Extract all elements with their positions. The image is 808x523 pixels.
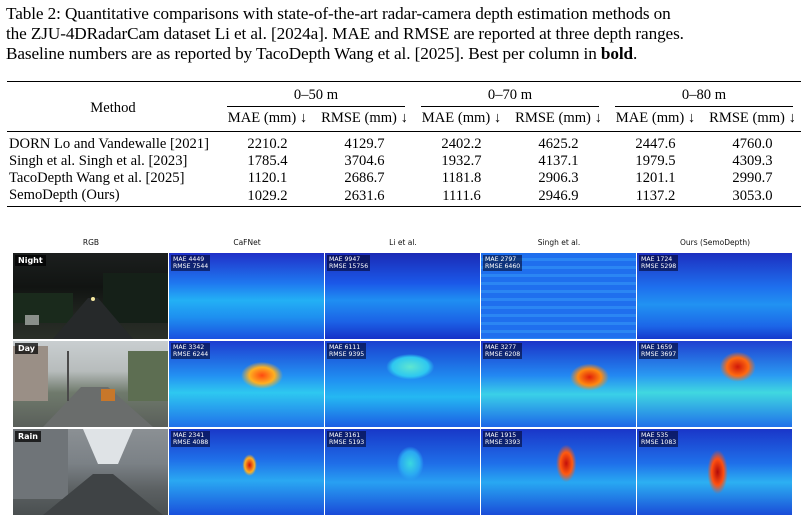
table-cell-best: 2631.6 bbox=[344, 188, 385, 204]
table-cell: 2402.2 bbox=[441, 136, 482, 152]
table-row: SemoDepth (Ours) 1029.2 2631.6 1111.6 29… bbox=[7, 187, 801, 207]
range-header-80: 0–80 m bbox=[607, 82, 801, 107]
condition-label: Night bbox=[15, 255, 46, 266]
caption-bold-word: bold bbox=[600, 44, 634, 63]
depth-map-cafnet-day: MAE 3342 RMSE 6244 bbox=[169, 341, 324, 427]
table-cell: 4137.1 bbox=[538, 153, 579, 169]
metric-box: MAE 3161 RMSE 5193 bbox=[327, 431, 367, 447]
table-caption: Table 2: Quantitative comparisons with s… bbox=[6, 4, 806, 64]
method-name: SemoDepth (Ours) bbox=[9, 187, 120, 203]
table-cell-best: 1111.6 bbox=[442, 188, 481, 204]
table-cell-best: 2906.3 bbox=[538, 170, 579, 186]
rgb-image-night: Night bbox=[13, 253, 168, 339]
table-cell: 1181.8 bbox=[441, 170, 482, 186]
table-cell: 4129.7 bbox=[344, 136, 385, 152]
table-row: DORN Lo and Vandewalle [2021] 2210.2 412… bbox=[7, 131, 801, 154]
column-header-rgb: RGB bbox=[82, 238, 100, 247]
table-cell: 1785.4 bbox=[247, 153, 288, 169]
condition-label: Rain bbox=[15, 431, 41, 442]
metric-header: RMSE (mm) ↓ bbox=[321, 110, 408, 126]
metric-header: MAE (mm) ↓ bbox=[615, 110, 696, 126]
table-cell: 2686.7 bbox=[344, 170, 385, 186]
depth-map-li-night: MAE 9947 RMSE 15756 bbox=[325, 253, 480, 339]
table-row: Singh et al. Singh et al. [2023] 1785.4 … bbox=[7, 153, 801, 170]
range-header-50: 0–50 m bbox=[219, 82, 413, 107]
depth-map-cafnet-rain: MAE 2341 RMSE 4088 bbox=[169, 429, 324, 515]
depth-map-singh-rain: MAE 1915 RMSE 3393 bbox=[481, 429, 636, 515]
caption-line-2: the ZJU-4DRadarCam dataset Li et al. [20… bbox=[6, 24, 684, 43]
qualitative-figure: RGB CaFNet Li et al. Singh et al. Ours (… bbox=[13, 238, 793, 520]
metric-box: MAE 1724 RMSE 5298 bbox=[639, 255, 679, 271]
table-cell: 1932.7 bbox=[441, 153, 482, 169]
column-header-singh: Singh et al. bbox=[537, 238, 581, 247]
metric-box: MAE 3342 RMSE 6244 bbox=[171, 343, 211, 359]
metric-header: MAE (mm) ↓ bbox=[421, 110, 502, 126]
caption-line-3: Baseline numbers are as reported by Taco… bbox=[6, 44, 638, 63]
method-name: TacoDepth Wang et al. [2025] bbox=[9, 170, 185, 186]
depth-map-li-day: MAE 6111 RMSE 9395 bbox=[325, 341, 480, 427]
range-header-70: 0–70 m bbox=[413, 82, 607, 107]
table-cell: 2210.2 bbox=[247, 136, 288, 152]
metric-box: MAE 535 RMSE 1083 bbox=[639, 431, 679, 447]
table-cell: 2447.6 bbox=[635, 136, 676, 152]
condition-label: Day bbox=[15, 343, 39, 354]
table-cell-best: 1137.2 bbox=[635, 188, 676, 204]
depth-map-li-rain: MAE 3161 RMSE 5193 bbox=[325, 429, 480, 515]
table-cell: 4625.2 bbox=[538, 136, 579, 152]
table-cell: 1120.1 bbox=[247, 170, 288, 186]
depth-map-ours-night: MAE 1724 RMSE 5298 bbox=[637, 253, 792, 339]
method-name: DORN Lo and Vandewalle [2021] bbox=[9, 136, 209, 152]
depth-map-ours-rain: MAE 535 RMSE 1083 bbox=[637, 429, 792, 515]
rgb-image-rain: Rain bbox=[13, 429, 168, 515]
day-scene-illustration bbox=[13, 346, 168, 427]
table-cell: 1201.1 bbox=[635, 170, 676, 186]
rgb-image-day: Day bbox=[13, 341, 168, 427]
caption-line-1: Table 2: Quantitative comparisons with s… bbox=[6, 4, 671, 23]
column-header-li: Li et al. bbox=[389, 238, 417, 247]
metric-box: MAE 2797 RMSE 6460 bbox=[483, 255, 523, 271]
depth-map-cafnet-night: MAE 4449 RMSE 7544 bbox=[169, 253, 324, 339]
table-cell: 4309.3 bbox=[732, 153, 773, 169]
table-cell: 3704.6 bbox=[344, 153, 385, 169]
metric-header: RMSE (mm) ↓ bbox=[515, 110, 602, 126]
metric-box: MAE 1915 RMSE 3393 bbox=[483, 431, 523, 447]
metric-box: MAE 2341 RMSE 4088 bbox=[171, 431, 211, 447]
results-table: Method 0–50 m 0–70 m 0–80 m MAE (mm) ↓ R… bbox=[7, 81, 801, 207]
depth-map-singh-night: MAE 2797 RMSE 6460 bbox=[481, 253, 636, 339]
method-name: Singh et al. Singh et al. [2023] bbox=[9, 153, 188, 169]
table-cell-best: 2990.7 bbox=[732, 170, 773, 186]
column-header-ours: Ours (SemoDepth) bbox=[680, 238, 750, 247]
column-header-cafnet: CaFNet bbox=[233, 238, 261, 247]
metric-box: MAE 3277 RMSE 6208 bbox=[483, 343, 523, 359]
table-cell: 3053.0 bbox=[732, 188, 773, 204]
depth-map-ours-day: MAE 1659 RMSE 3697 bbox=[637, 341, 792, 427]
rain-scene-illustration bbox=[13, 429, 163, 515]
table-row: TacoDepth Wang et al. [2025] 1120.1 2686… bbox=[7, 170, 801, 187]
metric-box: MAE 4449 RMSE 7544 bbox=[171, 255, 211, 271]
metric-header: MAE (mm) ↓ bbox=[227, 110, 308, 126]
metric-box: MAE 9947 RMSE 15756 bbox=[327, 255, 371, 271]
table-cell: 2946.9 bbox=[538, 188, 579, 204]
night-scene-illustration bbox=[13, 273, 168, 339]
metric-box: MAE 6111 RMSE 9395 bbox=[327, 343, 367, 359]
table-cell-best: 1029.2 bbox=[247, 188, 288, 204]
depth-map-singh-day: MAE 3277 RMSE 6208 bbox=[481, 341, 636, 427]
table-cell: 4760.0 bbox=[732, 136, 773, 152]
table-cell: 1979.5 bbox=[635, 153, 676, 169]
metric-header: RMSE (mm) ↓ bbox=[709, 110, 796, 126]
metric-box: MAE 1659 RMSE 3697 bbox=[639, 343, 679, 359]
method-header: Method bbox=[90, 100, 136, 116]
